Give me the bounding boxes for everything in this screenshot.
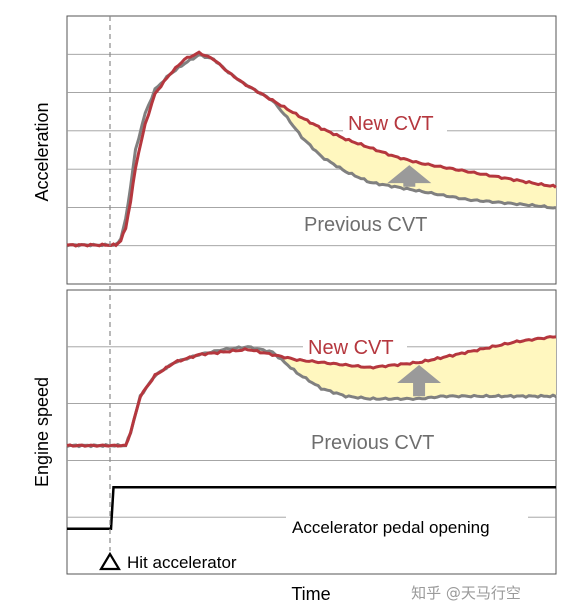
acceleration-previous-cvt-line: [66, 53, 557, 248]
hit-label-bg: [96, 551, 266, 573]
up-arrow-icon: [397, 365, 442, 397]
engine-speed-improvement-arrow: [397, 365, 442, 397]
top-new-label-bg: [343, 108, 447, 134]
hit-accelerator-triangle-icon: [99, 551, 121, 571]
acceleration-improvement-arrow: [387, 165, 432, 187]
bottom-new-cvt-label: New CVT: [308, 337, 394, 359]
pedal-label-bg: [286, 514, 528, 538]
engine-speed-new-cvt-line: [66, 335, 557, 448]
top-previous-cvt-label: Previous CVT: [304, 214, 427, 236]
engine-speed-panel: New CVT Previous CVT Accelerator pedal o…: [32, 289, 557, 575]
watermark-text: 知乎 @天马行空: [411, 584, 521, 602]
acceleration-panel: New CVT Previous CVT Acceleration: [32, 15, 557, 285]
acceleration-axis-label: Acceleration: [32, 102, 52, 201]
bottom-prev-label-bg: [306, 428, 452, 454]
top-new-cvt-label: New CVT: [348, 113, 434, 135]
bottom-previous-cvt-label: Previous CVT: [311, 432, 434, 454]
accelerator-pedal-label: Accelerator pedal opening: [292, 518, 490, 537]
top-prev-label-bg: [300, 209, 446, 235]
hit-accelerator-label: Hit accelerator: [127, 553, 237, 572]
acceleration-new-cvt-line: [66, 50, 557, 248]
engine-speed-axis-label: Engine speed: [32, 377, 52, 487]
time-axis-label: Time: [291, 584, 330, 604]
acceleration-panel-frame: [66, 15, 557, 285]
acceleration-difference-fill: [272, 100, 556, 209]
acceleration-gridlines: [67, 53, 556, 247]
bottom-new-label-bg: [303, 333, 407, 359]
engine-speed-difference-fill: [247, 336, 556, 399]
up-arrow-icon: [387, 165, 432, 187]
accelerator-pedal-line: [67, 485, 556, 531]
